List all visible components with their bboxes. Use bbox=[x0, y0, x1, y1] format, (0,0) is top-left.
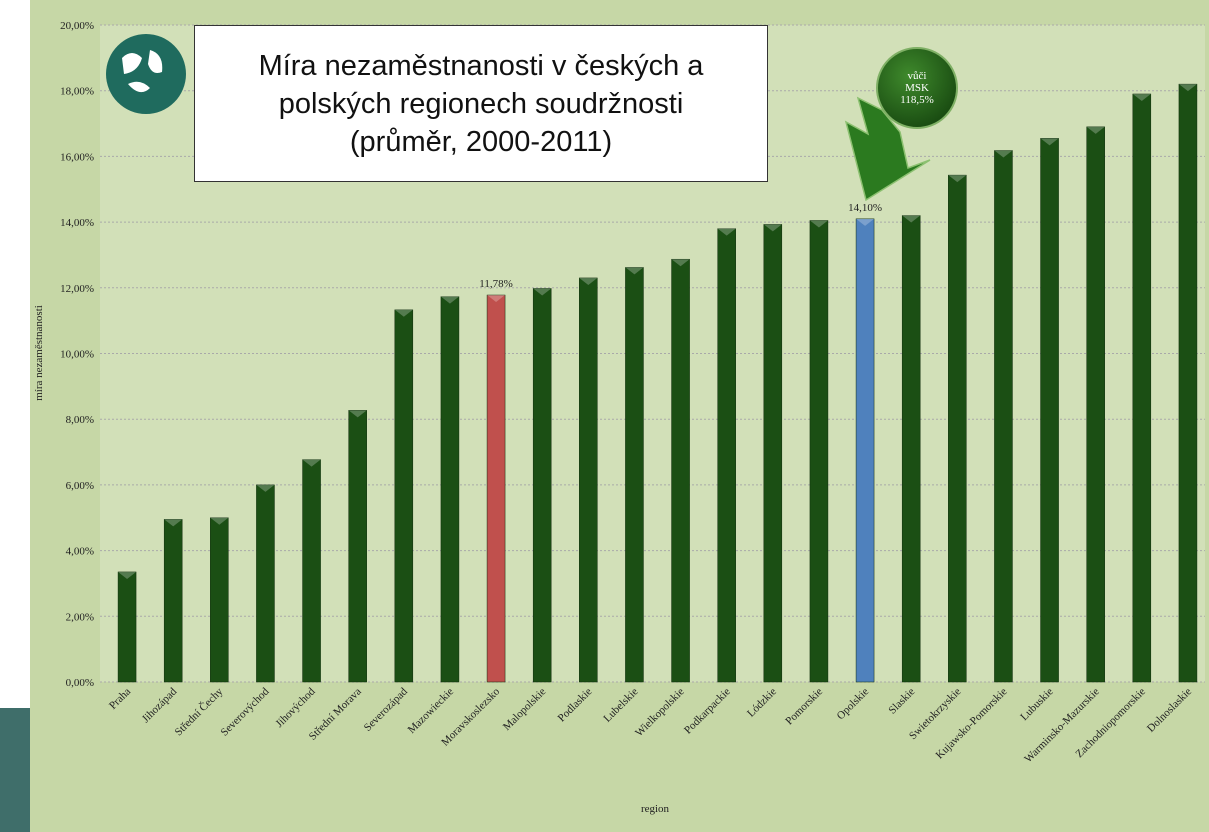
logo bbox=[106, 34, 186, 114]
y-axis-label: míra nezaměstnanosti bbox=[33, 305, 45, 401]
side-strip bbox=[0, 708, 30, 832]
bar bbox=[302, 459, 321, 683]
bar-group bbox=[1086, 126, 1105, 683]
bar bbox=[1178, 83, 1198, 683]
bar bbox=[625, 267, 644, 683]
bar-bevel bbox=[533, 288, 552, 296]
annotation: vůči MSK 118,5% bbox=[876, 47, 958, 129]
bar bbox=[163, 519, 183, 683]
bar-bevel bbox=[625, 267, 644, 275]
bar bbox=[532, 288, 552, 683]
bar-group bbox=[1178, 83, 1198, 683]
y-tick-label: 8,00% bbox=[66, 414, 94, 426]
bar-group bbox=[440, 296, 460, 683]
bar-group bbox=[486, 294, 506, 683]
bar bbox=[717, 228, 736, 683]
y-tick-label: 2,00% bbox=[66, 611, 94, 623]
bar bbox=[1040, 138, 1059, 683]
bar-bevel bbox=[210, 517, 229, 525]
y-tick-label: 10,00% bbox=[60, 349, 94, 361]
bar-bevel bbox=[118, 571, 137, 579]
bar-bevel bbox=[394, 309, 413, 317]
bar-bevel bbox=[763, 224, 782, 232]
bar bbox=[579, 277, 598, 683]
bar-group bbox=[256, 484, 275, 683]
y-tick-label: 6,00% bbox=[66, 480, 94, 492]
bar bbox=[901, 215, 921, 683]
bar-group bbox=[532, 288, 552, 683]
bar bbox=[348, 410, 367, 683]
y-tick-label: 18,00% bbox=[60, 86, 94, 98]
bar-bevel bbox=[256, 484, 275, 492]
chart-title: Míra nezaměstnanosti v českých a polskýc… bbox=[194, 25, 768, 182]
value-label: 14,10% bbox=[848, 202, 882, 214]
y-tick-label: 12,00% bbox=[60, 283, 94, 295]
bar bbox=[809, 220, 829, 683]
bar-bevel bbox=[902, 215, 921, 223]
bar-group bbox=[855, 218, 875, 683]
bar-group bbox=[717, 228, 736, 683]
bar bbox=[671, 258, 690, 683]
annotation-line: 118,5% bbox=[900, 94, 934, 106]
bar-group bbox=[117, 571, 137, 683]
bar bbox=[394, 309, 414, 683]
bar bbox=[763, 224, 783, 683]
bar bbox=[1086, 126, 1105, 683]
bar bbox=[855, 218, 875, 683]
x-axis-label: region bbox=[641, 803, 670, 815]
bar-group bbox=[763, 224, 783, 683]
bar-group bbox=[210, 517, 229, 683]
bar-bevel bbox=[717, 228, 736, 236]
bar bbox=[948, 174, 967, 683]
bar-bevel bbox=[1132, 93, 1151, 101]
bar bbox=[117, 571, 137, 683]
bar bbox=[994, 150, 1013, 683]
bar-group bbox=[901, 215, 921, 683]
bar bbox=[486, 294, 506, 683]
bar-bevel bbox=[671, 259, 690, 267]
annotation-line: MSK bbox=[905, 82, 929, 94]
bar-bevel bbox=[856, 218, 875, 226]
bar bbox=[210, 517, 229, 683]
bar-group bbox=[163, 519, 183, 683]
bar-group bbox=[302, 459, 321, 683]
bar-group bbox=[625, 267, 644, 683]
bar-bevel bbox=[164, 519, 183, 527]
bar-bevel bbox=[348, 410, 367, 418]
bar-bevel bbox=[994, 150, 1013, 158]
bar-bevel bbox=[809, 220, 828, 228]
bar-group bbox=[994, 150, 1013, 683]
bar-bevel bbox=[302, 459, 321, 467]
bar-bevel bbox=[1040, 138, 1059, 146]
bar-group bbox=[579, 277, 598, 683]
bar-bevel bbox=[1086, 126, 1105, 134]
bar-bevel bbox=[1178, 84, 1197, 92]
bar bbox=[1132, 93, 1152, 683]
bar-group bbox=[809, 220, 829, 683]
bar bbox=[256, 484, 275, 683]
bar-group bbox=[1132, 93, 1152, 683]
y-tick-label: 14,00% bbox=[60, 217, 94, 229]
bar bbox=[440, 296, 460, 683]
bar-group bbox=[394, 309, 414, 683]
arrow bbox=[844, 96, 931, 202]
bar-bevel bbox=[487, 295, 506, 303]
bar-bevel bbox=[948, 175, 967, 183]
value-label: 11,78% bbox=[479, 278, 513, 290]
bar-group bbox=[1040, 138, 1059, 683]
y-tick-label: 16,00% bbox=[60, 151, 94, 163]
bar-group bbox=[948, 174, 967, 683]
bar-bevel bbox=[579, 277, 598, 285]
bar-bevel bbox=[440, 296, 459, 304]
y-tick-label: 0,00% bbox=[66, 677, 94, 689]
y-tick-label: 4,00% bbox=[66, 546, 94, 558]
annotation-line: vůči bbox=[907, 70, 927, 82]
bar-group bbox=[348, 410, 367, 683]
y-tick-label: 20,00% bbox=[60, 20, 94, 32]
bar-group bbox=[671, 258, 690, 683]
